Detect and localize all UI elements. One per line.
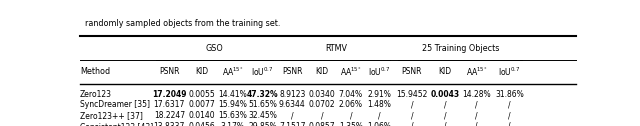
Text: 51.65%: 51.65% [248, 100, 277, 109]
Text: /: / [508, 111, 511, 120]
Text: KID: KID [438, 67, 452, 76]
Text: /: / [476, 122, 478, 126]
Text: AA$^{15°}$: AA$^{15°}$ [222, 65, 243, 78]
Text: GSO: GSO [206, 44, 223, 53]
Text: 2.06%: 2.06% [339, 100, 363, 109]
Text: Method: Method [80, 67, 110, 76]
Text: PSNR: PSNR [401, 67, 422, 76]
Text: SyncDreamer [35]: SyncDreamer [35] [80, 100, 150, 109]
Text: 15.94%: 15.94% [218, 100, 247, 109]
Text: 8.9123: 8.9123 [279, 90, 305, 99]
Text: /: / [410, 100, 413, 109]
Text: /: / [410, 111, 413, 120]
Text: 15.63%: 15.63% [218, 111, 247, 120]
Text: PSNR: PSNR [282, 67, 303, 76]
Text: IoU$^{0.7}$: IoU$^{0.7}$ [499, 65, 521, 78]
Text: 7.1517: 7.1517 [279, 122, 305, 126]
Text: 0.0055: 0.0055 [189, 90, 216, 99]
Text: AA$^{15°}$: AA$^{15°}$ [340, 65, 362, 78]
Text: AA$^{15°}$: AA$^{15°}$ [466, 65, 488, 78]
Text: 0.0043: 0.0043 [431, 90, 460, 99]
Text: 1.06%: 1.06% [367, 122, 392, 126]
Text: 0.0140: 0.0140 [189, 111, 216, 120]
Text: 0.0702: 0.0702 [308, 100, 335, 109]
Text: /: / [508, 100, 511, 109]
Text: 29.85%: 29.85% [248, 122, 277, 126]
Text: 14.41%: 14.41% [218, 90, 247, 99]
Text: PSNR: PSNR [159, 67, 180, 76]
Text: Consistent123 [43]: Consistent123 [43] [80, 122, 153, 126]
Text: /: / [291, 111, 294, 120]
Text: 3.17%: 3.17% [221, 122, 244, 126]
Text: 17.6317: 17.6317 [154, 100, 185, 109]
Text: 15.9452: 15.9452 [396, 90, 428, 99]
Text: 0.0857: 0.0857 [308, 122, 335, 126]
Text: 14.28%: 14.28% [463, 90, 491, 99]
Text: 1.35%: 1.35% [339, 122, 363, 126]
Text: KID: KID [196, 67, 209, 76]
Text: /: / [476, 100, 478, 109]
Text: 0.0340: 0.0340 [308, 90, 335, 99]
Text: /: / [444, 100, 446, 109]
Text: 0.0456: 0.0456 [189, 122, 216, 126]
Text: 9.6344: 9.6344 [279, 100, 306, 109]
Text: IoU$^{0.7}$: IoU$^{0.7}$ [369, 65, 390, 78]
Text: Zero123++ [37]: Zero123++ [37] [80, 111, 143, 120]
Text: /: / [410, 122, 413, 126]
Text: 7.04%: 7.04% [339, 90, 363, 99]
Text: /: / [444, 111, 446, 120]
Text: 32.45%: 32.45% [248, 111, 277, 120]
Text: 18.2247: 18.2247 [154, 111, 185, 120]
Text: RTMV: RTMV [325, 44, 347, 53]
Text: KID: KID [316, 67, 328, 76]
Text: IoU$^{0.7}$: IoU$^{0.7}$ [252, 65, 274, 78]
Text: /: / [321, 111, 323, 120]
Text: Zero123: Zero123 [80, 90, 112, 99]
Text: 17.2049: 17.2049 [152, 90, 186, 99]
Text: 47.32%: 47.32% [246, 90, 278, 99]
Text: 13.8337: 13.8337 [154, 122, 185, 126]
Text: /: / [378, 111, 381, 120]
Text: 25 Training Objects: 25 Training Objects [422, 44, 499, 53]
Text: 0.0077: 0.0077 [189, 100, 216, 109]
Text: randomly sampled objects from the training set.: randomly sampled objects from the traini… [85, 19, 280, 28]
Text: /: / [508, 122, 511, 126]
Text: /: / [476, 111, 478, 120]
Text: 2.91%: 2.91% [367, 90, 392, 99]
Text: 31.86%: 31.86% [495, 90, 524, 99]
Text: 1.48%: 1.48% [367, 100, 392, 109]
Text: /: / [349, 111, 352, 120]
Text: /: / [444, 122, 446, 126]
